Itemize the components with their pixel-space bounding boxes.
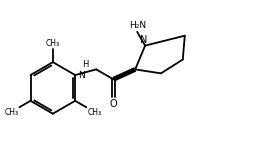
Text: CH₃: CH₃ (46, 39, 60, 48)
Text: O: O (110, 99, 117, 109)
Text: N: N (78, 71, 85, 80)
Text: H: H (83, 60, 89, 69)
Text: CH₃: CH₃ (87, 108, 102, 117)
Text: CH₃: CH₃ (4, 108, 18, 117)
Text: N: N (140, 35, 148, 45)
Text: H₂N: H₂N (129, 21, 146, 30)
